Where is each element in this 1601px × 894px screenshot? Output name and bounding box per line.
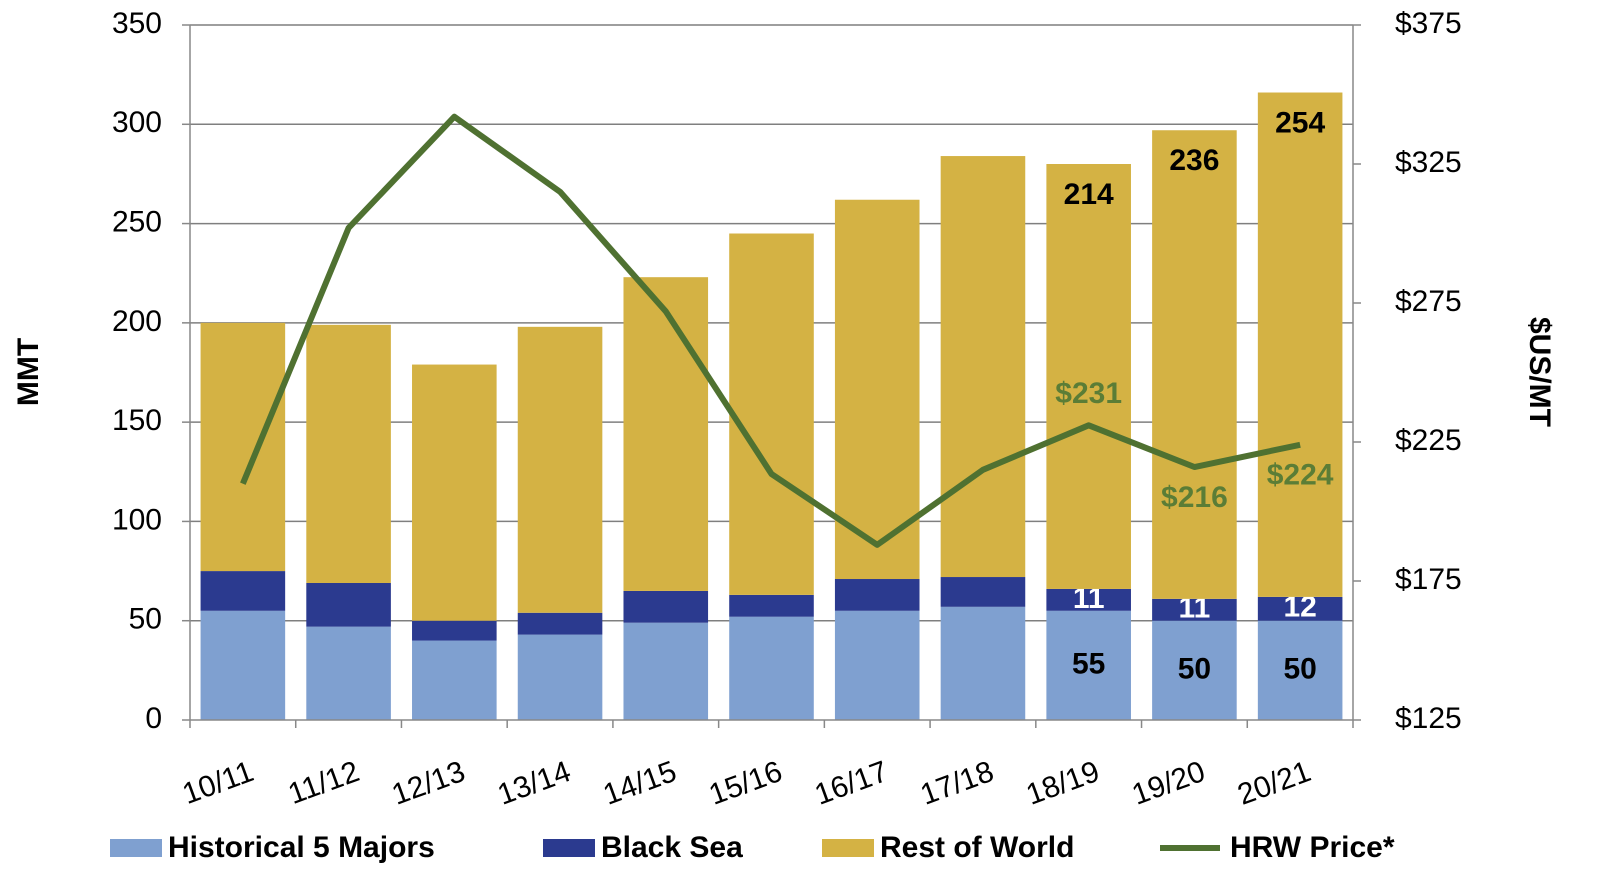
bar-segment [200, 610, 286, 720]
bar-segment [1257, 620, 1343, 720]
x-tick-label: 19/20 [1128, 755, 1210, 812]
y-tick-label: 300 [112, 106, 162, 139]
bar-segment [834, 579, 920, 611]
bar-segment [1046, 588, 1131, 611]
y-tick-label: 100 [112, 503, 162, 536]
bar-label: 50 [1178, 652, 1211, 685]
bar-segment [940, 606, 1026, 720]
bar-segment [517, 634, 603, 720]
y-tick-label: 0 [145, 702, 162, 735]
x-tick-label: 15/16 [705, 755, 787, 812]
bar-segment [306, 626, 391, 720]
bar-segment [200, 571, 286, 611]
bar-segment [834, 610, 920, 720]
legend-swatch [543, 839, 595, 857]
y2-tick-label: $275 [1395, 285, 1462, 318]
x-tick-label: 10/11 [178, 755, 258, 811]
legend-label: Black Sea [601, 831, 743, 864]
bar-segment [623, 590, 709, 623]
legend-label: Rest of World [880, 831, 1074, 864]
bar-segment [306, 324, 391, 583]
bar-segment [623, 622, 709, 720]
y-axis-label: MMT [12, 338, 45, 406]
legend-label: HRW Price* [1230, 831, 1395, 864]
bar-segment [1152, 598, 1237, 621]
bar-label: 50 [1283, 652, 1316, 685]
bar-segment [623, 277, 709, 591]
x-tick-label: 20/21 [1233, 755, 1315, 812]
bar-label: 214 [1064, 178, 1114, 211]
legend-swatch [822, 839, 874, 857]
bar-segment [412, 364, 497, 621]
bar-label: 55 [1072, 647, 1105, 680]
price-label: $224 [1267, 459, 1334, 492]
bar-segment [517, 326, 603, 613]
bar-segment [412, 620, 497, 641]
x-tick-label: 14/15 [599, 755, 681, 812]
bar-label: 236 [1169, 144, 1219, 177]
bar-segment [1152, 620, 1237, 720]
price-label: $216 [1161, 481, 1228, 514]
y-tick-label: 350 [112, 7, 162, 40]
x-tick-label: 16/17 [810, 755, 892, 812]
bar-segment [1257, 596, 1343, 621]
bar-label: 254 [1275, 106, 1325, 139]
bar-segment [940, 577, 1026, 607]
bar-segment [940, 156, 1026, 578]
bar-segment [729, 233, 814, 595]
y2-tick-label: $125 [1395, 702, 1462, 735]
bar-segment [1046, 164, 1131, 589]
y2-tick-label: $325 [1395, 146, 1462, 179]
y-tick-label: 50 [129, 603, 162, 636]
bar-segment [517, 612, 603, 635]
x-tick-label: 11/12 [284, 755, 364, 811]
price-line [240, 113, 1301, 548]
bar-segment [306, 582, 391, 627]
y-tick-label: 250 [112, 205, 162, 238]
x-tick-label: 18/19 [1022, 755, 1104, 812]
x-tick-label: 12/13 [388, 755, 470, 812]
bar-segment [200, 322, 286, 572]
price-label: $231 [1055, 377, 1122, 410]
x-tick-label: 17/18 [916, 755, 998, 812]
bar-segment [1257, 92, 1343, 597]
bar-segment [834, 199, 920, 580]
bar-segment [1046, 610, 1131, 720]
bar-segment [412, 640, 497, 720]
legend-swatch [110, 839, 162, 857]
bar-segment [729, 594, 814, 617]
y2-axis-label: $US/MT [1523, 317, 1556, 427]
legend-label: Historical 5 Majors [168, 831, 435, 864]
y2-tick-label: $175 [1395, 563, 1462, 596]
y2-tick-label: $225 [1395, 424, 1462, 457]
x-tick-label: 13/14 [493, 755, 575, 812]
y-tick-label: 150 [112, 404, 162, 437]
bar-segment [1152, 130, 1237, 599]
y-tick-label: 200 [112, 305, 162, 338]
y2-tick-label: $375 [1395, 7, 1462, 40]
bar-segment [729, 616, 814, 720]
